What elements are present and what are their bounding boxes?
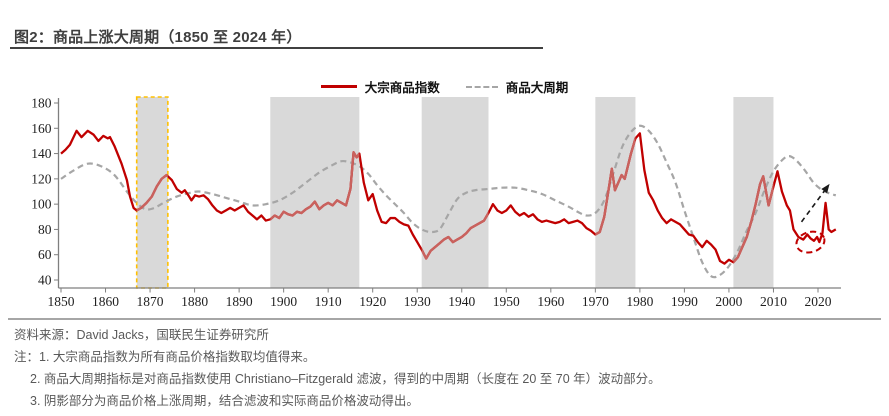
legend-dashed-line-icon — [465, 85, 498, 88]
band — [733, 97, 774, 288]
annotation-dashed-circle — [795, 230, 826, 254]
axes: 1850 1860 1870 1880 1890 1900 1910 1920 1930 1940… — [31, 96, 841, 309]
band-highlighted-1867-1874 — [135, 96, 169, 289]
band — [595, 97, 636, 288]
y-tick-label: 40 — [38, 273, 52, 288]
legend-solid-line-icon — [320, 85, 357, 88]
x-tick-label: 1930 — [404, 294, 431, 309]
rising-period-bands — [135, 96, 774, 289]
note-3: 3. 阴影部分为商品价格上涨周期，结合滤波和实际商品价格波动得出。 — [30, 394, 419, 408]
x-tick-label: 1940 — [448, 294, 475, 309]
y-tick-label: 120 — [31, 171, 52, 186]
y-tick-label: 140 — [31, 146, 52, 161]
legend-item-supercycle: 商品大周期 — [465, 77, 569, 96]
x-tick-label: 1980 — [626, 294, 653, 309]
x-tick-label: 1950 — [493, 294, 520, 309]
y-tick-label: 180 — [31, 96, 52, 111]
band — [421, 97, 489, 288]
y-tick-label: 80 — [38, 222, 52, 237]
series-supercycle-line — [60, 124, 837, 279]
y-tick-label: 60 — [38, 247, 52, 262]
x-tick-label: 1970 — [582, 294, 609, 309]
source-note: 资料来源：David Jacks，国联民生证券研究所 — [14, 328, 269, 342]
x-tick-label: 2000 — [715, 294, 742, 309]
x-tick-label: 1850 — [48, 294, 75, 309]
annotation-trend-arrow-head — [821, 183, 830, 194]
x-tick-label: 1860 — [92, 294, 119, 309]
legend-label-supercycle: 商品大周期 — [505, 81, 569, 95]
footer-divider — [8, 318, 881, 320]
title-underline — [10, 47, 543, 49]
x-tick-label: 1960 — [537, 294, 564, 309]
x-tick-label: 1920 — [359, 294, 386, 309]
x-tick-label: 2020 — [804, 294, 831, 309]
x-tick-label: 2010 — [760, 294, 787, 309]
note-2: 2. 商品大周期指标是对商品指数使用 Christiano–Fitzgerald… — [30, 372, 661, 386]
chart-canvas: 1850 1860 1870 1880 1890 1900 1910 1920 1930 1940… — [31, 96, 841, 309]
x-tick-label: 1890 — [226, 294, 253, 309]
x-tick-label: 1910 — [315, 294, 342, 309]
x-tick-label: 1990 — [671, 294, 698, 309]
x-tick-label: 1900 — [270, 294, 297, 309]
x-tick-label: 1880 — [181, 294, 208, 309]
figure-title: 图2：商品上涨大周期（1850 至 2024 年） — [14, 29, 302, 46]
legend-item-commodity-index: 大宗商品指数 — [320, 77, 440, 96]
annotation-trend-arrow-shaft — [800, 189, 827, 223]
y-tick-label: 160 — [31, 121, 52, 136]
x-tick-label: 1870 — [137, 294, 164, 309]
y-tick-label: 100 — [31, 197, 52, 212]
legend-label-commodity-index: 大宗商品指数 — [364, 81, 440, 95]
chart-legend: 大宗商品指数 商品大周期 — [0, 77, 889, 96]
note-1: 注：1. 大宗商品指数为所有商品价格指数取均值得来。 — [14, 350, 316, 364]
band — [270, 97, 360, 288]
